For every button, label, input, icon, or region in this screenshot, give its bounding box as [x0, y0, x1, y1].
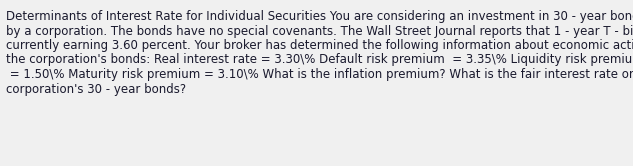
Text: by a corporation. The bonds have no special covenants. The Wall Street Journal r: by a corporation. The bonds have no spec…: [6, 25, 633, 38]
Text: corporation's 30 - year bonds?: corporation's 30 - year bonds?: [6, 83, 186, 95]
Text: Determinants of Interest Rate for Individual Securities You are considering an i: Determinants of Interest Rate for Indivi…: [6, 10, 633, 23]
Text: = 1.50\% Maturity risk premium = 3.10\% What is the inflation premium? What is t: = 1.50\% Maturity risk premium = 3.10\% …: [6, 68, 633, 81]
Text: currently earning 3.60 percent. Your broker has determined the following informa: currently earning 3.60 percent. Your bro…: [6, 39, 633, 52]
Text: the corporation's bonds: Real interest rate = 3.30\% Default risk premium  = 3.3: the corporation's bonds: Real interest r…: [6, 53, 633, 67]
